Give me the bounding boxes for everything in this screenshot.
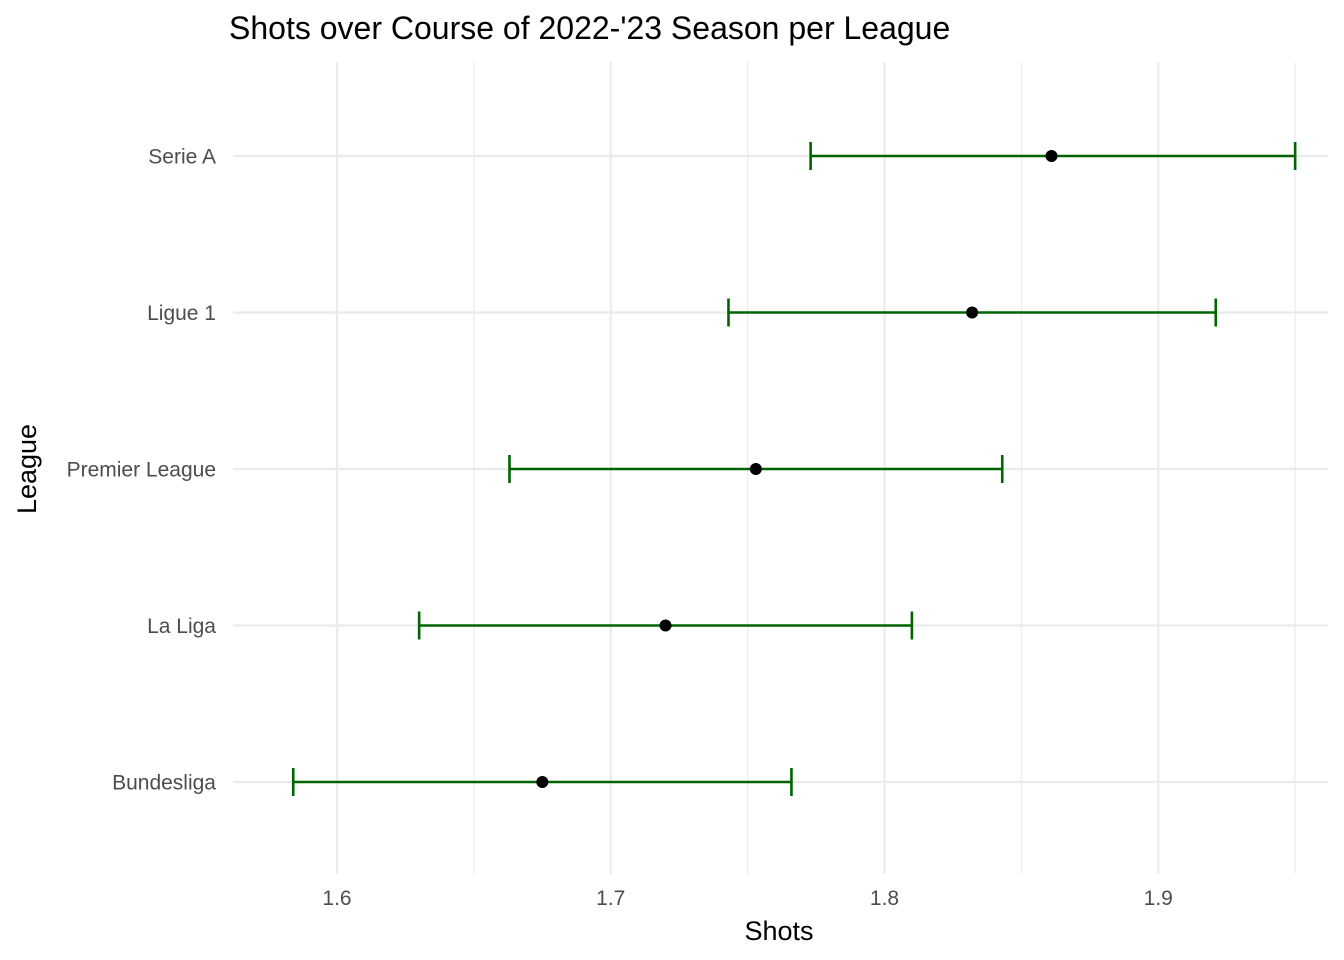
x-tick-label: 1.9: [1144, 887, 1173, 910]
y-tick-label: La Liga: [147, 615, 216, 638]
data-point: [659, 619, 672, 632]
y-axis-label: League: [12, 424, 42, 514]
data-point: [749, 463, 762, 475]
ticks-layer: 1.6 1.7 1.8 1.9 Bundesliga La Liga Premier Lea…: [67, 146, 1173, 911]
data-point: [966, 306, 979, 319]
data-point: [1045, 150, 1058, 162]
y-tick-label: Premier League: [67, 459, 216, 482]
y-tick-label: Ligue 1: [147, 302, 216, 325]
x-tick-label: 1.8: [870, 887, 899, 910]
x-tick-label: 1.6: [322, 887, 351, 910]
data-point: [536, 776, 549, 788]
x-axis-label: Shots: [744, 916, 813, 946]
y-tick-label: Serie A: [148, 146, 216, 169]
x-tick-label: 1.7: [596, 887, 625, 910]
marks-layer: [291, 142, 1297, 796]
y-tick-label: Bundesliga: [112, 772, 216, 795]
chart-title: Shots over Course of 2022-'23 Season per…: [229, 10, 950, 46]
